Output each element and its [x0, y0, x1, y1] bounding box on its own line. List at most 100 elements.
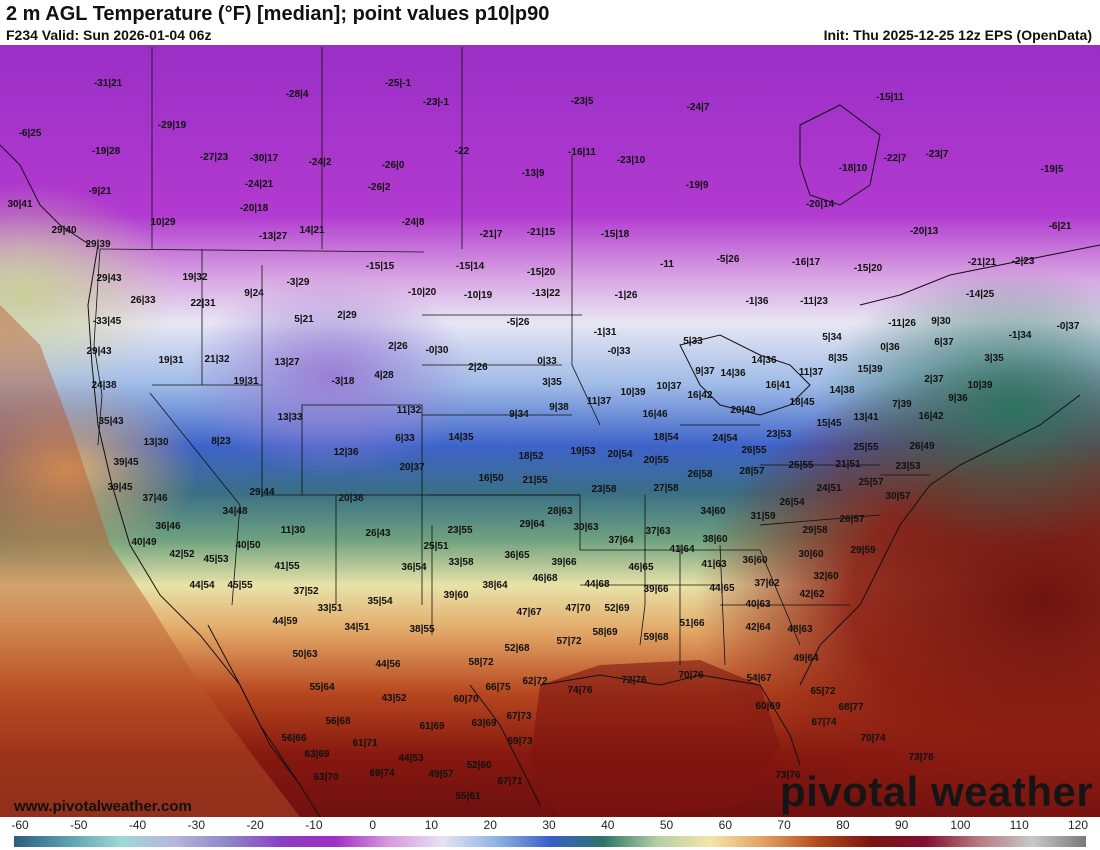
point-value-label: 52|60 — [466, 760, 491, 771]
point-value-label: 49|64 — [793, 653, 818, 664]
point-value-label: -23|-1 — [423, 97, 450, 108]
point-value-label: -20|14 — [806, 199, 835, 210]
point-value-label: 60|70 — [453, 694, 478, 705]
colorbar-tick-label: 110 — [1009, 818, 1029, 832]
point-value-label: 16|41 — [765, 380, 790, 391]
point-value-label: 44|59 — [272, 616, 297, 627]
point-value-label: 58|69 — [592, 627, 617, 638]
point-value-label: 24|51 — [816, 483, 841, 494]
point-value-label: 35|54 — [367, 596, 392, 607]
point-value-label: 26|55 — [741, 445, 766, 456]
point-value-label: 26|57 — [839, 514, 864, 525]
point-value-label: 72|76 — [621, 675, 646, 686]
point-value-label: 26|54 — [779, 497, 804, 508]
point-value-label: 16|42 — [918, 411, 943, 422]
point-value-label: 10|37 — [656, 381, 681, 392]
point-value-label: -21|7 — [480, 229, 503, 240]
colorbar-tick-label: 30 — [542, 818, 556, 832]
point-value-label: 39|45 — [113, 457, 138, 468]
point-value-label: 47|67 — [516, 607, 541, 618]
point-value-label: 5|33 — [683, 336, 703, 347]
point-value-label: -16|11 — [568, 147, 596, 158]
point-value-label: 2|29 — [337, 310, 357, 321]
point-value-label: -13|9 — [522, 168, 545, 179]
point-value-label: 14|36 — [751, 355, 776, 366]
point-value-label: 74|76 — [567, 685, 592, 696]
colorbar-tick-label: -10 — [305, 818, 323, 832]
point-value-label: 26|43 — [365, 528, 390, 539]
point-value-label: 69|74 — [369, 768, 394, 779]
point-value-label: 34|60 — [700, 506, 725, 517]
point-value-label: 21|32 — [204, 354, 229, 365]
point-value-label: 46|68 — [532, 573, 557, 584]
point-value-label: 73|76 — [775, 770, 800, 781]
point-value-label: 6|37 — [934, 337, 954, 348]
point-value-label: 25|55 — [788, 460, 813, 471]
point-value-label: -6|21 — [1049, 221, 1072, 232]
point-value-label: 25|55 — [853, 442, 878, 453]
colorbar-tick-label: 20 — [483, 818, 497, 832]
point-value-label: 41|64 — [669, 544, 694, 555]
point-value-label: 16|46 — [642, 409, 667, 420]
point-value-label: 34|48 — [222, 506, 247, 517]
point-value-label: 0|33 — [537, 356, 557, 367]
point-value-label: 9|34 — [509, 409, 529, 420]
point-value-label: 12|36 — [333, 447, 358, 458]
point-value-label: 67|71 — [497, 776, 522, 787]
colorbar-tick-label: 70 — [777, 818, 791, 832]
point-value-label: 9|37 — [695, 366, 715, 377]
point-value-label: 29|44 — [249, 487, 274, 498]
point-value-label: -10|20 — [408, 287, 437, 298]
point-value-label: -1|31 — [594, 327, 617, 338]
point-value-label: 36|65 — [504, 550, 529, 561]
point-value-label: 19|53 — [570, 446, 595, 457]
point-value-label: 39|45 — [107, 482, 132, 493]
point-value-label: 26|49 — [909, 441, 934, 452]
point-value-label: 56|68 — [325, 716, 350, 727]
point-value-label: 40|49 — [131, 537, 156, 548]
point-value-label: 14|38 — [829, 385, 854, 396]
point-value-label: 30|41 — [7, 199, 32, 210]
point-value-label: 13|30 — [143, 437, 168, 448]
point-value-label: 29|43 — [96, 273, 121, 284]
point-value-label: 43|52 — [381, 693, 406, 704]
point-value-label: 29|40 — [51, 225, 76, 236]
point-value-label: 10|29 — [150, 217, 175, 228]
point-value-label: -19|5 — [1041, 164, 1064, 175]
point-value-label: -3|29 — [287, 277, 310, 288]
point-value-label: 63|69 — [471, 718, 496, 729]
colorbar-tick-label: -50 — [70, 818, 88, 832]
point-value-label: 60|69 — [755, 701, 780, 712]
point-value-label: 33|51 — [317, 603, 342, 614]
point-value-label: 63|69 — [304, 749, 329, 760]
point-value-label: -10|19 — [464, 290, 493, 301]
point-value-label: 0|36 — [880, 342, 900, 353]
point-value-label: 44|53 — [398, 753, 423, 764]
point-value-label: -13|27 — [259, 231, 288, 242]
point-value-label: -20|18 — [240, 203, 269, 214]
point-value-label: -2|23 — [1012, 256, 1035, 267]
colorbar-tick-label: 100 — [950, 818, 971, 832]
init-time: Init: Thu 2025-12-25 12z EPS (OpenData) — [823, 27, 1092, 43]
point-value-label: 18|52 — [518, 451, 543, 462]
point-value-label: -23|10 — [617, 155, 646, 166]
point-value-label: 15|39 — [857, 364, 882, 375]
point-value-label: 36|54 — [401, 562, 426, 573]
colorbar-tick-label: 10 — [424, 818, 439, 832]
colorbar-tick-label: -20 — [246, 818, 264, 832]
point-value-label: 5|21 — [294, 314, 314, 325]
point-value-label: 39|66 — [551, 557, 576, 568]
point-value-label: 29|58 — [802, 525, 827, 536]
point-value-label: 54|67 — [746, 673, 771, 684]
point-value-label: 18|54 — [653, 432, 678, 443]
point-value-label: -28|4 — [286, 89, 309, 100]
point-value-label: -13|22 — [532, 288, 561, 299]
colorbar-tick-label: 80 — [836, 818, 850, 832]
point-value-label: 69|73 — [507, 736, 532, 747]
point-value-label: 70|74 — [860, 733, 885, 744]
colorbar-tick-label: 40 — [601, 818, 615, 832]
point-value-label: 2|26 — [388, 341, 408, 352]
point-value-label: 51|66 — [679, 618, 704, 629]
point-value-label: 31|59 — [750, 511, 775, 522]
point-value-label: -15|18 — [601, 229, 630, 240]
